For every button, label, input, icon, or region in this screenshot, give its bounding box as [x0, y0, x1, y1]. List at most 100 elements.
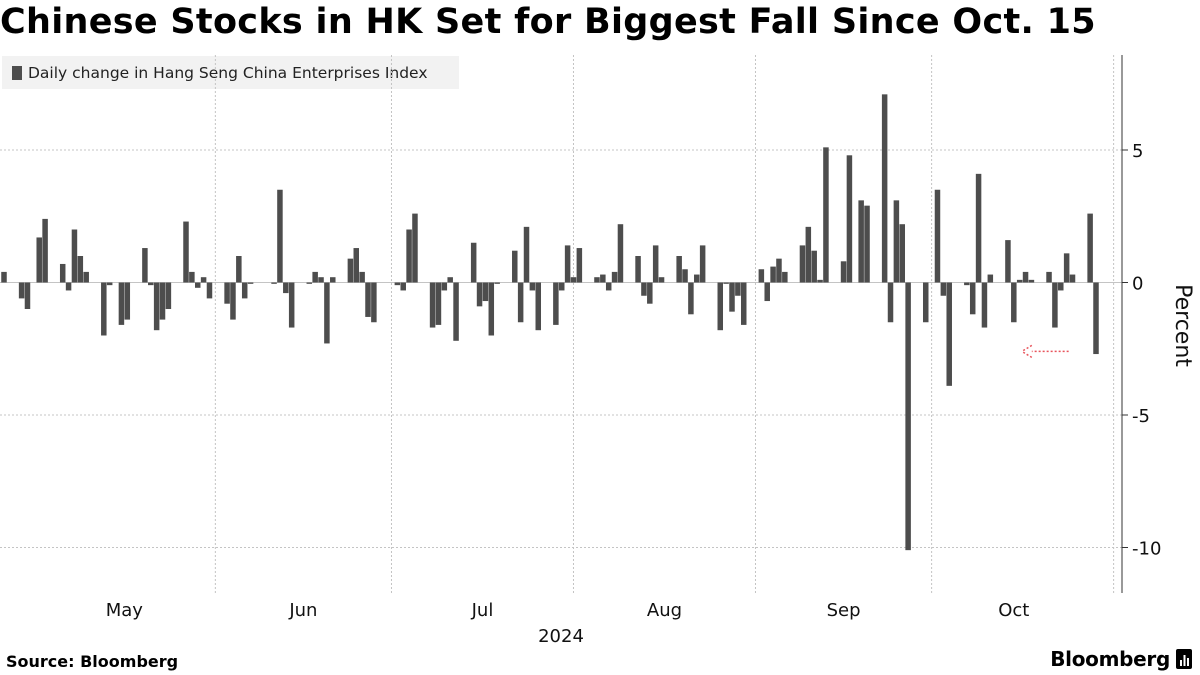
bar	[306, 282, 313, 284]
y-axis: 5 0 -5 -10 Percent	[1121, 55, 1195, 593]
bar	[594, 277, 600, 283]
bar	[975, 173, 982, 283]
bar	[905, 282, 911, 551]
bar-series	[1, 94, 1099, 551]
bar	[236, 256, 242, 283]
legend: Daily change in Hang Seng China Enterpri…	[2, 56, 459, 89]
annotation-arrow	[1021, 344, 1069, 359]
bar	[200, 277, 207, 283]
bar	[922, 282, 929, 323]
x-tick-label: Aug	[647, 600, 682, 621]
bar	[635, 256, 641, 283]
bar	[400, 282, 406, 291]
bar	[101, 282, 107, 336]
x-tick-label: Oct	[998, 600, 1029, 621]
annotation-arrowhead-lower	[1021, 350, 1033, 359]
bar	[124, 282, 131, 320]
bar	[617, 224, 624, 283]
bar	[153, 282, 160, 331]
bar	[570, 277, 577, 283]
x-axis: May Jun Jul Aug Sep Oct 2024	[106, 600, 1030, 647]
x-tick-label: Sep	[827, 600, 861, 621]
bar	[694, 274, 700, 283]
bar	[353, 248, 360, 283]
bar	[864, 205, 870, 283]
y-tick-label: -10	[1132, 539, 1161, 560]
bar	[740, 282, 747, 325]
bar	[159, 282, 166, 320]
bar	[247, 282, 254, 284]
bar	[206, 282, 213, 299]
bar	[165, 282, 172, 309]
x-tick-label: Jun	[288, 600, 317, 621]
x-tick-label: May	[106, 600, 144, 621]
bar	[482, 282, 489, 302]
bar	[365, 282, 371, 317]
bar	[106, 282, 113, 286]
bar	[676, 256, 682, 283]
bar	[517, 282, 524, 323]
bar	[453, 282, 459, 341]
x-year-label: 2024	[538, 626, 584, 647]
chart-title: Chinese Stocks in HK Set for Biggest Fal…	[0, 2, 1096, 42]
bar	[699, 245, 706, 283]
bar	[969, 282, 976, 315]
bar	[194, 282, 201, 288]
bar	[1069, 274, 1076, 283]
x-tick-label: Jul	[471, 600, 494, 621]
brand: Bloomberg	[1050, 647, 1192, 671]
bar	[277, 189, 283, 283]
bar	[735, 282, 741, 296]
bar	[241, 282, 248, 299]
legend-swatch	[12, 65, 22, 80]
bar	[805, 226, 812, 283]
bar	[318, 277, 324, 283]
bar	[858, 200, 864, 283]
bar	[823, 147, 829, 283]
bar	[940, 282, 947, 296]
bar	[441, 282, 448, 291]
bar	[183, 221, 189, 283]
bar	[1046, 271, 1052, 283]
bar	[412, 213, 418, 283]
bar	[1005, 240, 1011, 283]
bar	[535, 282, 542, 331]
bar	[42, 218, 48, 283]
bar	[1052, 282, 1058, 328]
bar	[641, 282, 647, 296]
bar	[899, 224, 906, 283]
bar	[523, 226, 530, 283]
bar	[406, 229, 412, 283]
bar	[512, 250, 518, 283]
bar	[230, 282, 236, 320]
bar	[359, 271, 365, 283]
bar	[65, 282, 72, 291]
bar	[371, 282, 377, 323]
y-axis-title: Percent	[1170, 284, 1195, 367]
bar	[770, 266, 776, 283]
bar	[652, 245, 659, 283]
bar	[600, 274, 606, 283]
y-tick-label: 0	[1132, 274, 1143, 295]
bar	[1058, 282, 1064, 291]
bar	[1087, 213, 1093, 283]
bar	[553, 282, 559, 325]
bar	[529, 282, 536, 291]
bar	[1016, 279, 1023, 283]
bar	[934, 189, 941, 283]
bar	[887, 282, 894, 323]
bar	[494, 282, 500, 284]
grid-lines	[0, 55, 1122, 593]
bar	[647, 282, 653, 304]
bar	[658, 277, 665, 283]
bar	[71, 229, 78, 283]
bar	[394, 282, 401, 286]
bar	[435, 282, 442, 325]
bar	[611, 271, 618, 283]
bar	[811, 250, 817, 283]
bar	[764, 282, 770, 302]
bar	[283, 282, 289, 294]
bar	[118, 282, 125, 325]
bar	[1063, 253, 1070, 283]
